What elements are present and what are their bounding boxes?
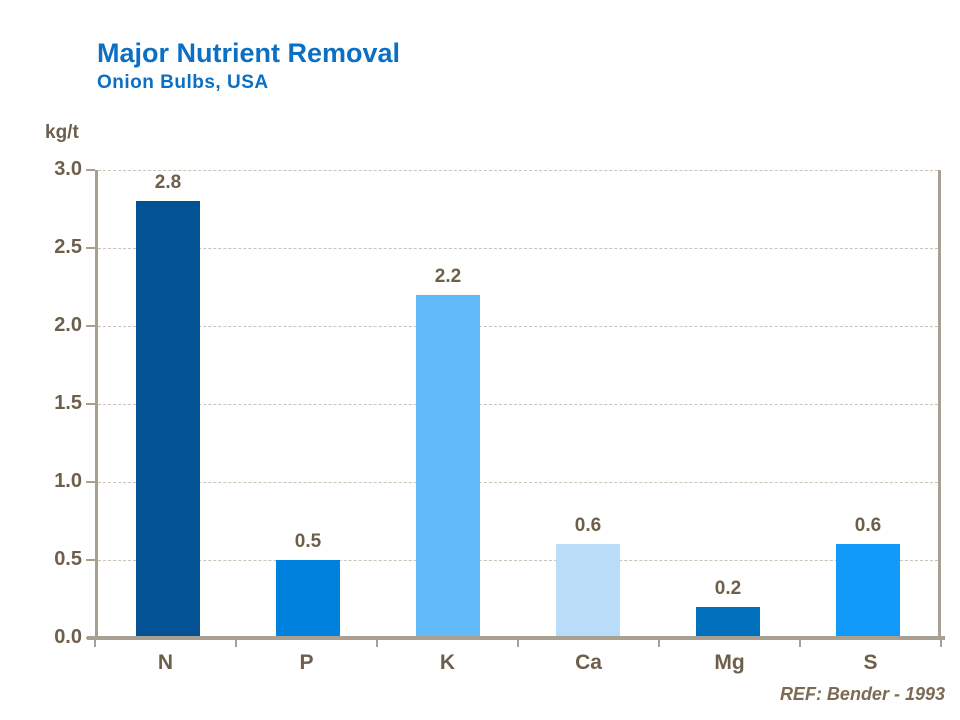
x-tick-mark: [657, 638, 660, 647]
y-tick-mark: [86, 169, 95, 171]
bar-slot-K: 2.2: [378, 170, 518, 638]
bar-value-label-S: 0.6: [854, 515, 882, 537]
gridline-1.0: [98, 482, 938, 483]
y-tick-label-0.5: 0.5: [54, 548, 82, 570]
y-tick-label-1.0: 1.0: [54, 470, 82, 492]
bar-K: [416, 294, 480, 638]
gridline-1.5: [98, 404, 938, 405]
x-category-label-Mg: Mg: [714, 651, 745, 674]
x-category-label-Ca: Ca: [575, 651, 602, 674]
bar-value-label-N: 2.8: [154, 172, 182, 194]
bar-slot-Ca: 0.6: [518, 170, 658, 638]
bar-N: [136, 201, 200, 638]
y-tick-label-2.5: 2.5: [54, 236, 82, 258]
bar-Mg: [696, 606, 760, 638]
bar-Ca: [556, 544, 620, 638]
x-category-label-N: N: [157, 651, 174, 674]
bar-slot-S: 0.6: [798, 170, 938, 638]
bar-value-label-Ca: 0.6: [574, 515, 602, 537]
x-tick-mark: [375, 638, 378, 647]
y-tick-label-0.0: 0.0: [54, 626, 82, 648]
bars-container: 2.8 0.5 2.2 0.6 0.2 0.6: [98, 170, 938, 638]
y-tick-label-2.0: 2.0: [54, 314, 82, 336]
y-tick-mark: [86, 247, 95, 249]
x-category-label-P: P: [299, 651, 314, 674]
plot-area: 2.8 0.5 2.2 0.6 0.2 0.6: [95, 170, 941, 638]
bar-slot-Mg: 0.2: [658, 170, 798, 638]
x-tick-mark: [798, 638, 801, 647]
chart-subtitle: Onion Bulbs, USA: [97, 72, 269, 93]
bar-slot-P: 0.5: [238, 170, 378, 638]
y-tick-mark: [86, 325, 95, 327]
bar-slot-N: 2.8: [98, 170, 238, 638]
bar-value-label-P: 0.5: [294, 531, 322, 552]
y-tick-label-1.5: 1.5: [54, 392, 82, 414]
reference-note: REF: Bender - 1993: [779, 684, 945, 704]
x-category-label-K: K: [439, 651, 456, 674]
y-tick-mark: [86, 559, 95, 561]
bar-P: [276, 560, 340, 638]
gridline-2.0: [98, 326, 938, 327]
y-axis-unit-label: kg/t: [45, 122, 79, 143]
x-tick-mark: [939, 638, 942, 647]
gridline-3.0: [98, 170, 938, 171]
bar-S: [836, 544, 900, 638]
bar-value-label-Mg: 0.2: [714, 577, 742, 599]
gridline-0.5: [98, 560, 938, 561]
gridline-2.5: [98, 248, 938, 249]
y-tick-mark: [86, 403, 95, 405]
bar-value-label-K: 2.2: [434, 265, 462, 287]
x-tick-mark: [516, 638, 519, 647]
y-tick-mark: [86, 637, 95, 639]
y-tick-mark: [86, 481, 95, 483]
x-axis-labels: N P K Ca Mg S: [95, 651, 941, 675]
x-axis-line: [87, 636, 945, 640]
x-category-label-S: S: [863, 651, 878, 674]
x-tick-mark: [234, 638, 237, 647]
y-tick-label-3.0: 3.0: [54, 158, 82, 180]
chart-title: Major Nutrient Removal: [97, 38, 401, 68]
x-tick-mark: [93, 638, 96, 647]
